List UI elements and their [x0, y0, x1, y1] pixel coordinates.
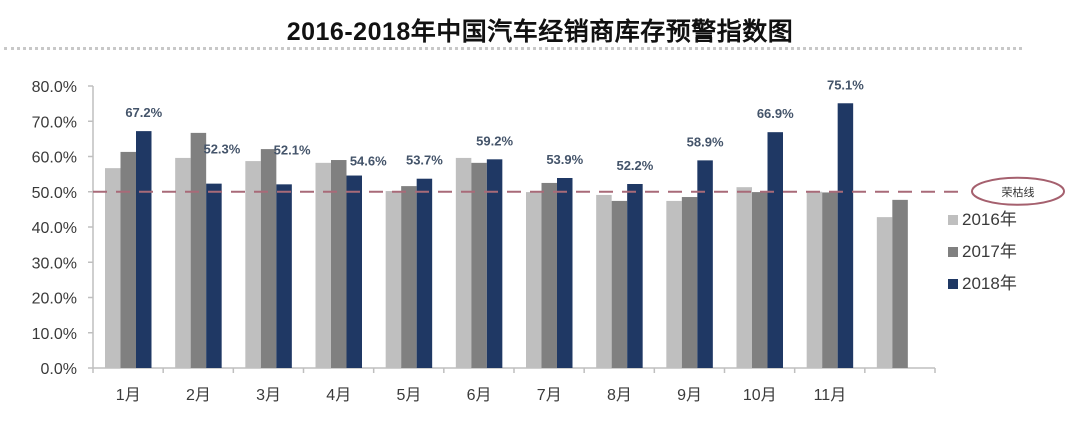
bar [541, 182, 557, 368]
y-tick-label: 20.0% [32, 291, 77, 308]
data-label: 52.3% [203, 142, 240, 157]
bar [105, 168, 121, 368]
bar [175, 157, 191, 368]
bar [666, 200, 682, 368]
bar [752, 192, 768, 368]
x-tick-label: 7月 [537, 387, 562, 404]
threshold-line: 荣枯线 [93, 176, 1065, 206]
bar [331, 160, 347, 368]
series-2017年 [120, 132, 908, 368]
bar [276, 184, 292, 368]
x-tick-label: 2月 [186, 387, 211, 404]
bar [136, 131, 152, 368]
y-tick-label: 30.0% [32, 255, 77, 272]
bar [806, 191, 823, 368]
bar [471, 162, 487, 368]
threshold-label: 荣枯线 [1002, 185, 1035, 199]
bar [315, 162, 331, 368]
threshold-label-oval [971, 176, 1065, 206]
bar [416, 178, 433, 368]
bar [260, 149, 277, 368]
x-tick-label: 10月 [743, 387, 777, 404]
bar [455, 157, 472, 368]
legend-swatch [948, 215, 958, 225]
y-tick-label: 70.0% [32, 114, 77, 131]
bar [697, 160, 713, 368]
data-label: 67.2% [125, 105, 162, 120]
data-label: 53.9% [546, 152, 583, 167]
series-2016年 [105, 157, 893, 368]
chart-title: 2016-2018年中国汽车经销商库存预警指数图 [286, 18, 794, 46]
data-label: 59.2% [476, 133, 513, 148]
x-tick-label: 1月 [116, 387, 141, 404]
bar [486, 159, 503, 368]
legend-swatch [948, 279, 958, 289]
legend-swatch [948, 247, 958, 257]
x-tick-label: 5月 [396, 387, 421, 404]
y-tick-label: 0.0% [41, 361, 77, 378]
bar [611, 200, 628, 368]
x-tick-label: 4月 [326, 387, 351, 404]
y-tick-label: 60.0% [32, 150, 77, 167]
bar [837, 103, 854, 369]
bar [736, 187, 752, 368]
bar [385, 191, 402, 368]
y-axis: 0.0% 10.0% 20.0% 30.0% 40.0% 50.0% 60.0% 70.0% 8… [32, 79, 94, 378]
data-label: 54.6% [350, 154, 387, 169]
bar [245, 161, 261, 368]
bar [120, 151, 136, 368]
bar [822, 192, 838, 368]
bar-series [105, 103, 908, 369]
bar [190, 132, 207, 368]
x-tick-label: 6月 [467, 387, 492, 404]
legend-label: 2016年 [962, 210, 1017, 229]
data-label: 66.9% [757, 106, 794, 121]
legend-label: 2018年 [962, 274, 1017, 293]
data-label: 52.1% [274, 142, 311, 157]
y-tick-label: 50.0% [32, 185, 77, 202]
y-tick-label: 80.0% [32, 79, 77, 96]
data-label: 52.2% [616, 158, 653, 173]
bar [206, 183, 222, 368]
bar [401, 186, 417, 368]
title-divider [4, 47, 1022, 50]
bar [526, 192, 542, 368]
y-tick-label: 40.0% [32, 220, 77, 237]
series-2018年 [136, 103, 854, 369]
x-tick-label: 3月 [256, 387, 281, 404]
data-label: 58.9% [687, 134, 724, 149]
x-tick-label: 8月 [607, 387, 632, 404]
bar [346, 175, 362, 368]
x-tick-label: 11月 [814, 387, 847, 404]
legend-label: 2017年 [962, 242, 1017, 261]
bar [557, 178, 573, 368]
x-axis: 1月 2月 3月 4月 5月 6月 7月 8月 9月 10月 11月 [92, 367, 936, 404]
x-tick-label: 9月 [677, 387, 702, 404]
bar [596, 194, 612, 368]
y-tick-label: 10.0% [32, 326, 77, 343]
legend-item-2017年: 2017年 [948, 242, 1017, 261]
legend: 2016年 2017年 2018年 [948, 210, 1017, 293]
legend-item-2018年: 2018年 [948, 274, 1017, 293]
data-label: 53.7% [406, 153, 443, 168]
bar [892, 199, 908, 368]
data-label: 75.1% [827, 77, 864, 92]
bar [876, 217, 893, 368]
bar [627, 183, 643, 368]
data-labels: 67.2% 52.3% 52.1% 54.6% 53.7% 59.2% 53.9% 52.2%… [125, 77, 864, 173]
bar [681, 197, 698, 368]
bar [767, 132, 783, 368]
legend-item-2016年: 2016年 [948, 210, 1017, 229]
